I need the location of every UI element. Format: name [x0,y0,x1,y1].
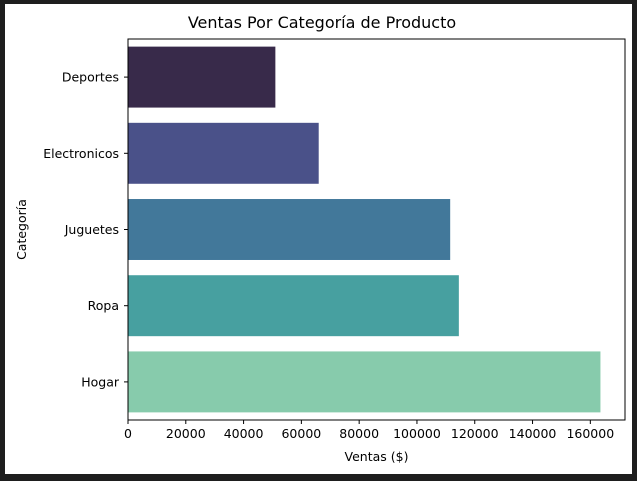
bar-juguetes [128,199,451,260]
x-tick-label: 100000 [393,426,441,441]
x-tick-label: 80000 [339,426,379,441]
bar-electronicos [128,122,319,184]
x-tick-label: 140000 [509,426,557,441]
bars-layer [128,46,601,413]
x-tick-label: 0 [124,426,132,441]
y-tick-label-electronicos: Electronicos [43,146,119,161]
x-axis-ticks: 0 20000 40000 60000 80000 100000 120000 140000 1… [124,420,614,441]
plot-frame [127,38,626,421]
y-axis-ticks: Deportes Electronicos Juguetes Ropa Hogar [43,70,128,389]
x-tick-label: 40000 [224,426,264,441]
y-tick-label-juguetes: Juguetes [64,222,119,237]
bar-deportes [128,46,276,108]
x-axis-label: Ventas ($) [345,449,409,464]
bar-chart: Ventas Por Categoría de Producto Deporte… [14,13,626,464]
x-tick-label: 60000 [281,426,321,441]
y-tick-label-hogar: Hogar [81,374,120,389]
y-tick-label-ropa: Ropa [88,298,119,313]
bar-hogar [128,351,601,413]
y-tick-label-deportes: Deportes [62,70,119,85]
y-axis-label: Categoría [14,199,29,260]
x-tick-label: 160000 [566,426,614,441]
x-tick-label: 120000 [451,426,499,441]
bar-ropa [128,275,459,337]
x-tick-label: 20000 [166,426,206,441]
chart-title: Ventas Por Categoría de Producto [188,13,456,32]
chart-figure: Ventas Por Categoría de Producto Deporte… [5,4,632,474]
